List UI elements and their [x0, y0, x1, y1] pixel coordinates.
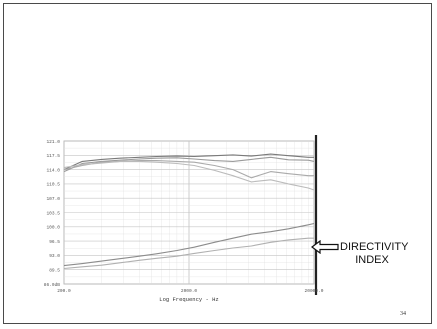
y-tick-labels: 86.0dB 89.5 93.0 96.5 100.0 103.5 107.0 110.5 11… — [44, 139, 61, 288]
series-line-2 — [63, 156, 315, 173]
y-tick-label: 117.5 — [46, 153, 60, 159]
annotation-line-2: INDEX — [355, 254, 389, 266]
y-tick-label: 110.5 — [46, 182, 60, 188]
y-tick-label: 114.0 — [46, 167, 60, 173]
grid — [63, 140, 315, 285]
x-tick-label: 2000.0 — [181, 288, 198, 294]
series-line-5 — [63, 222, 315, 267]
annotation-line-1: DIRECTIVITY — [340, 241, 409, 253]
y-tick-label: 107.0 — [46, 196, 60, 202]
y-tick-label: 93.0 — [49, 253, 60, 259]
series-line-6 — [63, 237, 314, 270]
directivity-index-label: DIRECTIVITY INDEX — [340, 241, 409, 267]
x-tick-labels: 200.0 2000.0 20000.0 — [57, 288, 324, 294]
y-tick-label: 89.5 — [49, 268, 60, 274]
page-number: 34 — [400, 311, 406, 317]
series-line-3 — [63, 160, 314, 179]
y-tick-label: 103.5 — [46, 210, 60, 216]
arrow-left-icon — [311, 240, 339, 254]
y-tick-label: 86.0dB — [44, 282, 61, 288]
x-axis-label: Log Frequency - Hz — [159, 296, 218, 303]
series-line-1 — [63, 153, 314, 171]
series-group — [63, 153, 315, 270]
frequency-response-chart: 86.0dB 89.5 93.0 96.5 100.0 103.5 107.0 110.5 11… — [44, 135, 324, 303]
slide: 86.0dB 89.5 93.0 96.5 100.0 103.5 107.0 110.5 11… — [3, 3, 432, 324]
y-tick-label: 100.0 — [46, 225, 60, 231]
y-tick-label: 96.5 — [49, 239, 60, 245]
y-tick-label: 121.0 — [46, 139, 60, 145]
x-tick-label: 200.0 — [57, 288, 71, 294]
x-tick-label: 20000.0 — [305, 288, 324, 294]
series-line-4 — [63, 160, 315, 191]
